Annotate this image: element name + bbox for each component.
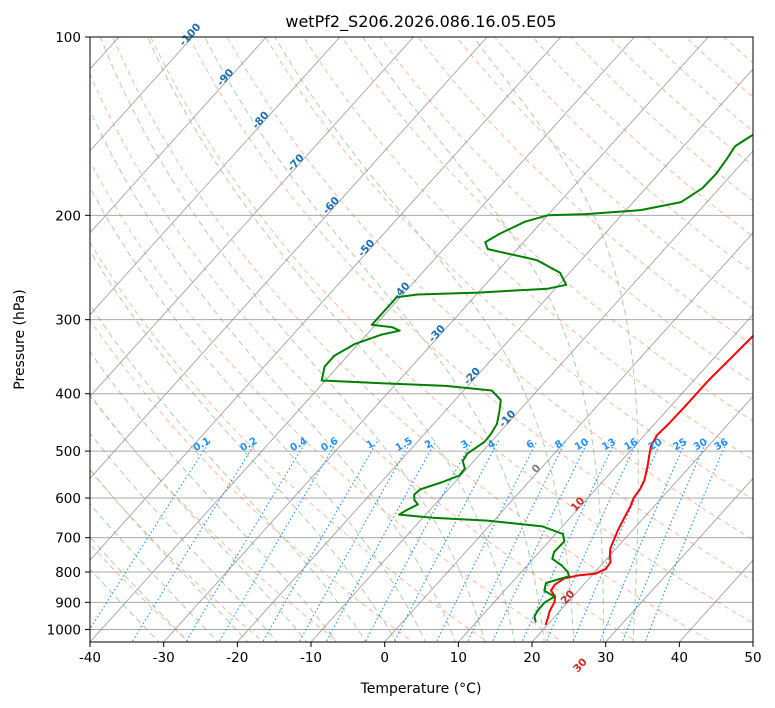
isotherm-line <box>90 37 267 234</box>
moist-adiabat-line <box>90 468 249 642</box>
plot-frame <box>89 36 754 643</box>
mixing-ratio-line <box>262 440 379 642</box>
x-tick-label: -20 <box>226 650 248 666</box>
x-tick-label: -10 <box>300 650 322 666</box>
x-tick-label: 20 <box>523 650 540 666</box>
x-tick-label: 10 <box>450 650 467 666</box>
isotherm-line <box>457 313 753 642</box>
dry-adiabat-line <box>188 37 753 582</box>
mixing-ratio-line <box>298 440 412 642</box>
dry-adiabat-line <box>264 37 753 501</box>
y-tick-label: 900 <box>55 595 81 611</box>
x-tick-label: -40 <box>79 650 101 666</box>
mixing-ratio-line <box>521 440 616 642</box>
y-tick-label: 200 <box>55 208 81 224</box>
y-tick-label: 600 <box>55 491 81 507</box>
y-axis-label: Pressure (hPa) <box>12 289 28 389</box>
isotherm-line <box>384 232 753 642</box>
mixing-ratio-line <box>131 440 258 642</box>
x-tick-label: -30 <box>153 650 175 666</box>
isotherm-line <box>90 37 635 642</box>
isotherm-lines <box>90 37 753 642</box>
isotherm-line <box>90 37 414 398</box>
mixing-ratio-line <box>364 440 473 642</box>
x-tick-label: 50 <box>744 650 761 666</box>
mixing-ratio-lines <box>90 440 728 642</box>
mixing-ratio-label: 4 <box>486 438 498 451</box>
mixing-ratio-line <box>572 440 663 642</box>
isotherm-line <box>90 37 562 561</box>
mixing-ratio-line <box>218 440 338 642</box>
moist-adiabat-line <box>90 249 397 642</box>
isotherm-line <box>236 68 753 642</box>
x-tick-label: 30 <box>597 650 614 666</box>
skewt-plot-area: 0.1 0.2 0.4 0.6 1 1.5 2 3 4 6 8 10 13 16 20 25 30 36-100-… <box>47 21 762 675</box>
mixing-ratio-label: 3 <box>459 438 471 451</box>
temperature-profile-line <box>544 334 753 626</box>
mixing-ratio-label: 6 <box>525 438 537 451</box>
y-tick-label: 300 <box>55 313 81 329</box>
isotherm-line <box>531 395 753 642</box>
isobar-gridlines <box>90 37 753 630</box>
axes: -40 -30 -20 -10 0 10 20 30 40 50 1000 900 800 700 600 5… <box>47 30 762 666</box>
mixing-ratio-line <box>644 440 728 642</box>
dewpoint-profile-line <box>320 133 753 623</box>
isotherm-line <box>605 477 753 642</box>
mixing-ratio-line <box>393 440 500 642</box>
mixing-ratio-label: 1 <box>365 438 377 451</box>
y-tick-label: 100 <box>55 30 81 46</box>
mixing-ratio-line <box>621 440 708 642</box>
dry-adiabat-line <box>90 73 638 642</box>
x-axis-label: Temperature (°C) <box>360 681 482 697</box>
mixing-ratio-line <box>599 440 687 642</box>
y-tick-label: 800 <box>55 565 81 581</box>
isotherm-line <box>163 37 709 642</box>
mixing-ratio-line <box>90 440 211 630</box>
isotherm-line <box>90 37 341 316</box>
moist-adiabat-line <box>90 432 278 642</box>
mixing-ratio-line <box>325 440 437 642</box>
mixing-ratio-line <box>491 440 589 642</box>
dry-adiabat-line <box>379 37 753 384</box>
isotherm-line <box>90 37 193 152</box>
dry-adiabat-line <box>226 37 753 541</box>
dry-adiabat-line <box>455 37 753 310</box>
x-tick-label: 40 <box>671 650 688 666</box>
y-tick-label: 1000 <box>47 622 81 638</box>
chart-title: wetPf2_S206.2026.086.16.05.E05 <box>285 12 556 32</box>
mixing-ratio-line <box>185 440 308 642</box>
mixing-ratio-label: 8 <box>553 438 565 451</box>
isotherm-line <box>90 37 488 479</box>
sounding-series <box>320 133 753 626</box>
x-tick-label: 0 <box>380 650 389 666</box>
y-tick-label: 500 <box>55 444 81 460</box>
isotherm-line <box>310 150 753 642</box>
y-tick-label: 400 <box>55 387 81 403</box>
y-tick-label: 700 <box>55 531 81 547</box>
mixing-ratio-label: 2 <box>423 438 435 451</box>
